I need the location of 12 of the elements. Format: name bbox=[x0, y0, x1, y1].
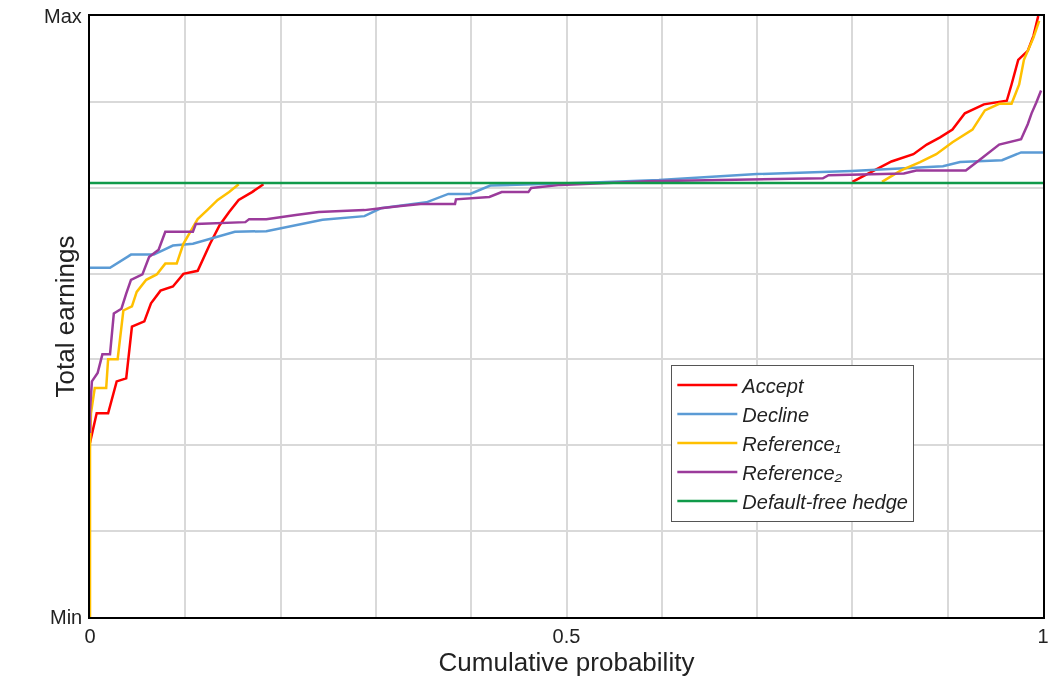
x-axis-title: Cumulative probability bbox=[438, 647, 695, 677]
x-tick-label: 0 bbox=[84, 625, 96, 647]
text: Max bbox=[44, 5, 82, 27]
y-axis-title: Total earnings bbox=[49, 235, 80, 398]
x-tick-label: 0.5 bbox=[552, 625, 581, 647]
legend-label: Decline bbox=[742, 403, 810, 426]
x-tick-label: 1 bbox=[1037, 625, 1049, 647]
legend-label: Accept bbox=[741, 374, 805, 397]
legend-label: Reference₂ bbox=[742, 461, 843, 484]
text: Min bbox=[50, 606, 83, 628]
legend-label: Default-free hedge bbox=[742, 490, 908, 513]
legend-label: Reference₁ bbox=[742, 432, 841, 455]
